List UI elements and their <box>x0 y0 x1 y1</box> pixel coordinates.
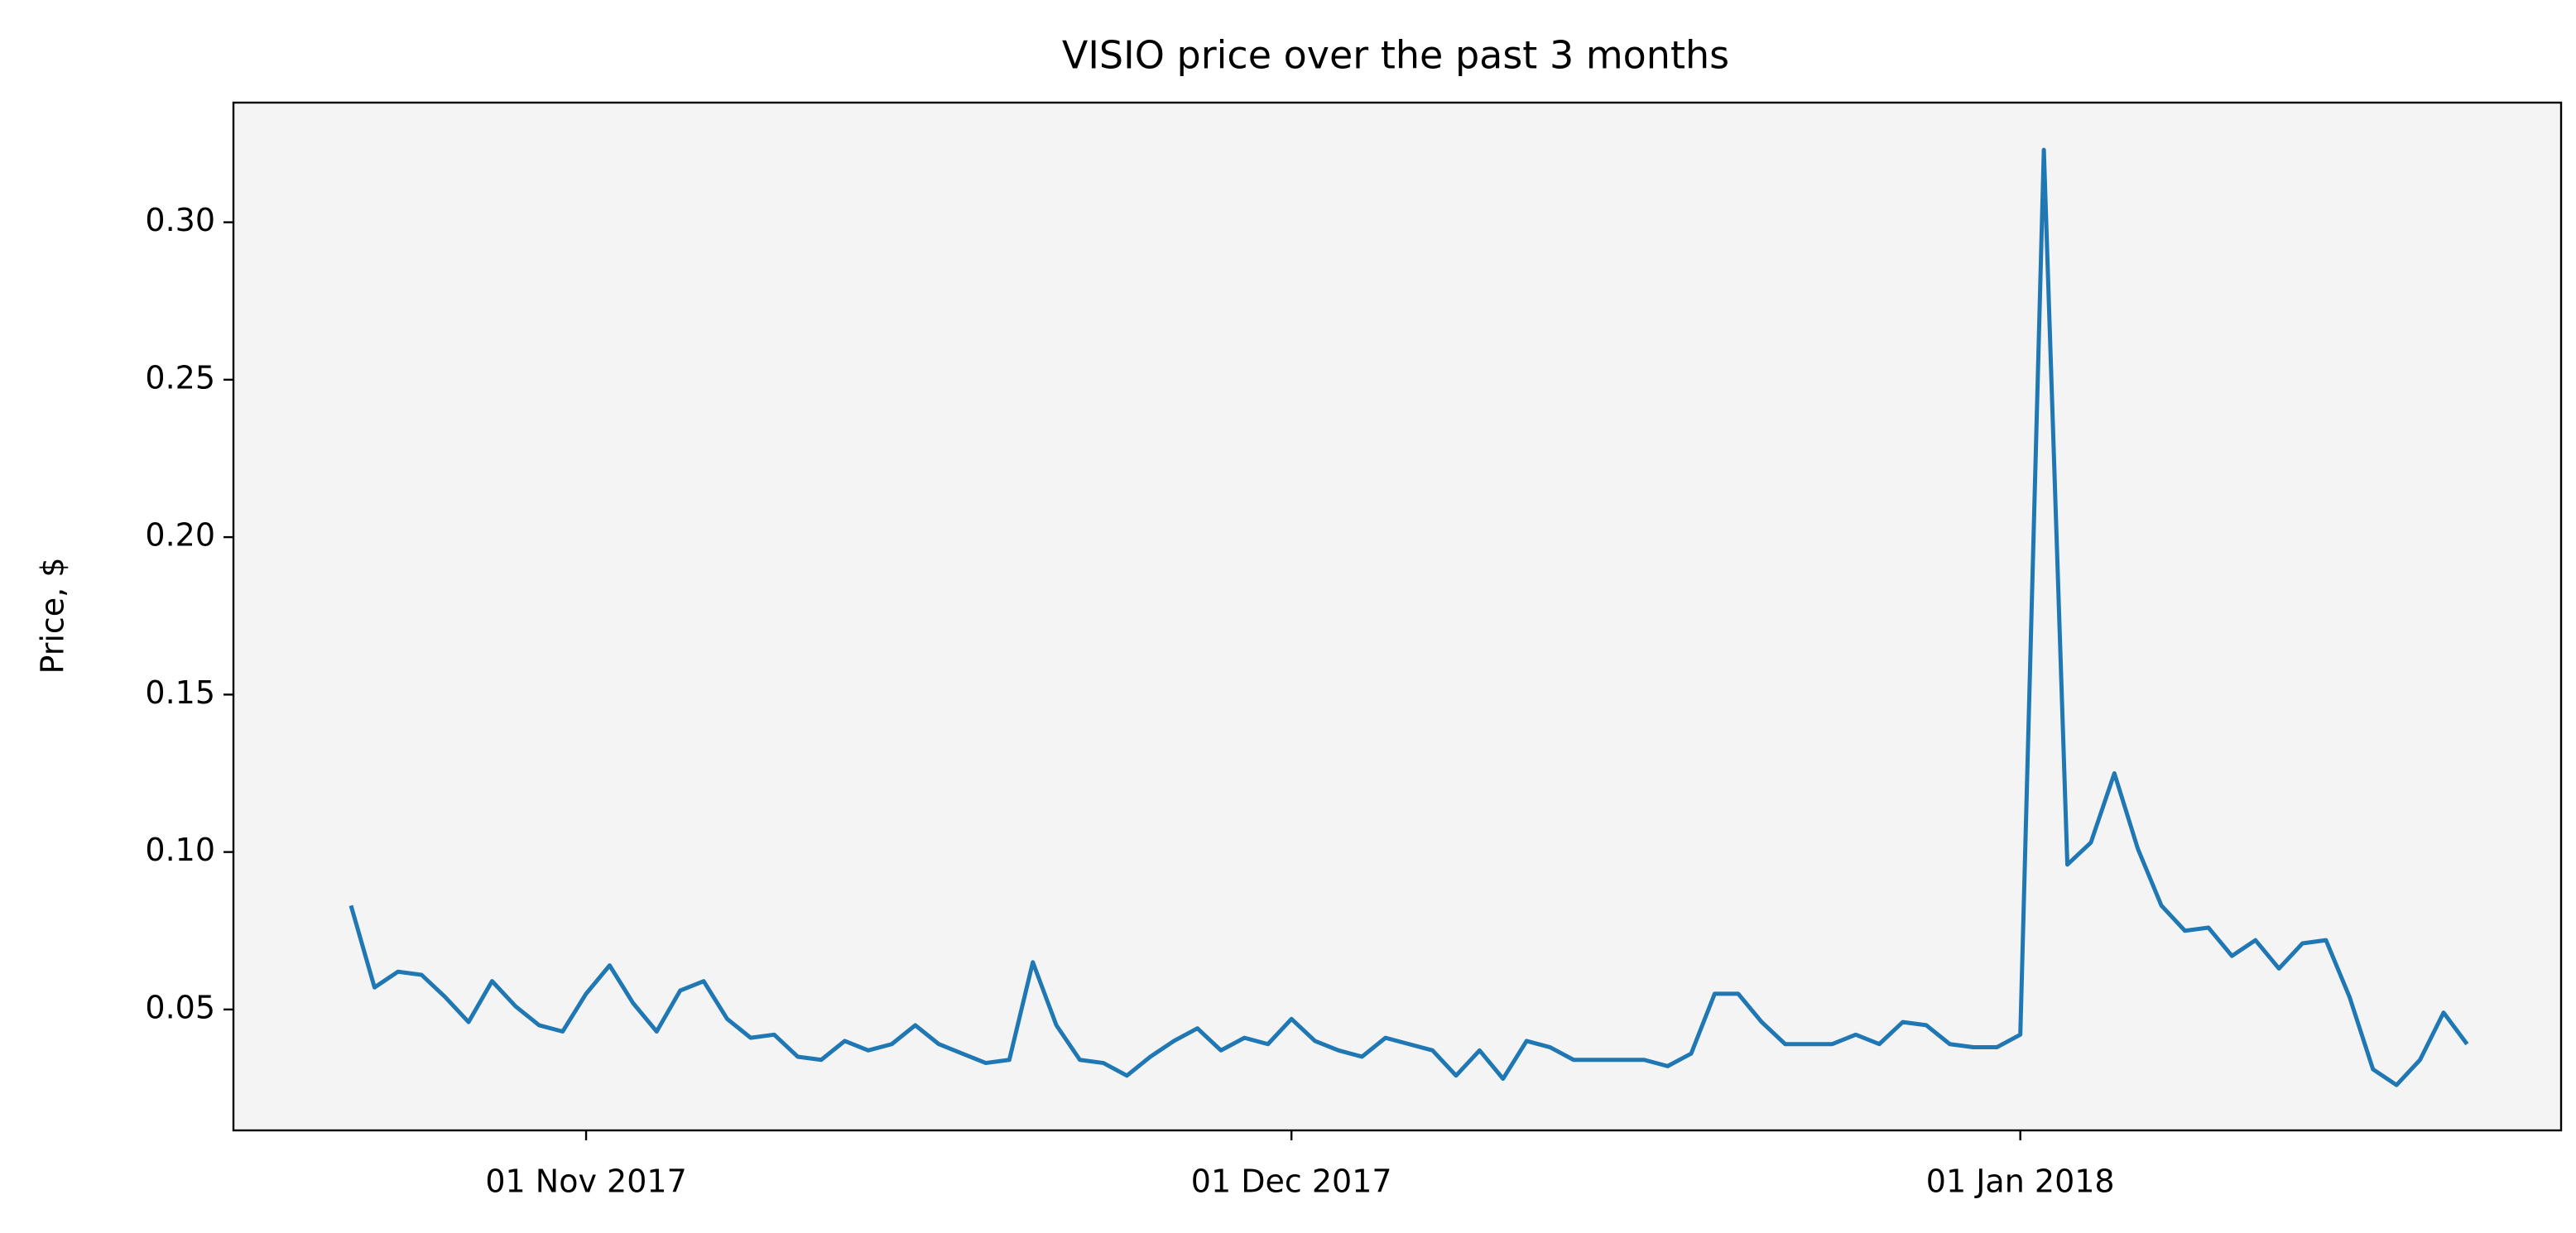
chart-title: VISIO price over the past 3 months <box>1062 33 1729 78</box>
x-tick-label: 01 Jan 2018 <box>1926 1163 2115 1200</box>
price-line <box>348 147 2469 1087</box>
plot-background <box>233 103 2561 1130</box>
x-tick-label: 01 Nov 2017 <box>485 1163 686 1200</box>
y-tick-label: 0.25 <box>145 359 215 396</box>
y-tick-label: 0.10 <box>145 832 215 868</box>
y-tick-label: 0.15 <box>145 674 215 711</box>
x-tick-label: 01 Dec 2017 <box>1191 1163 1392 1200</box>
y-tick-label: 0.20 <box>145 517 215 554</box>
y-tick-label: 0.05 <box>145 989 215 1025</box>
plot-frame <box>232 101 2563 1132</box>
y-tick-label: 0.30 <box>145 202 215 238</box>
y-axis-label: Price, $ <box>35 557 71 674</box>
